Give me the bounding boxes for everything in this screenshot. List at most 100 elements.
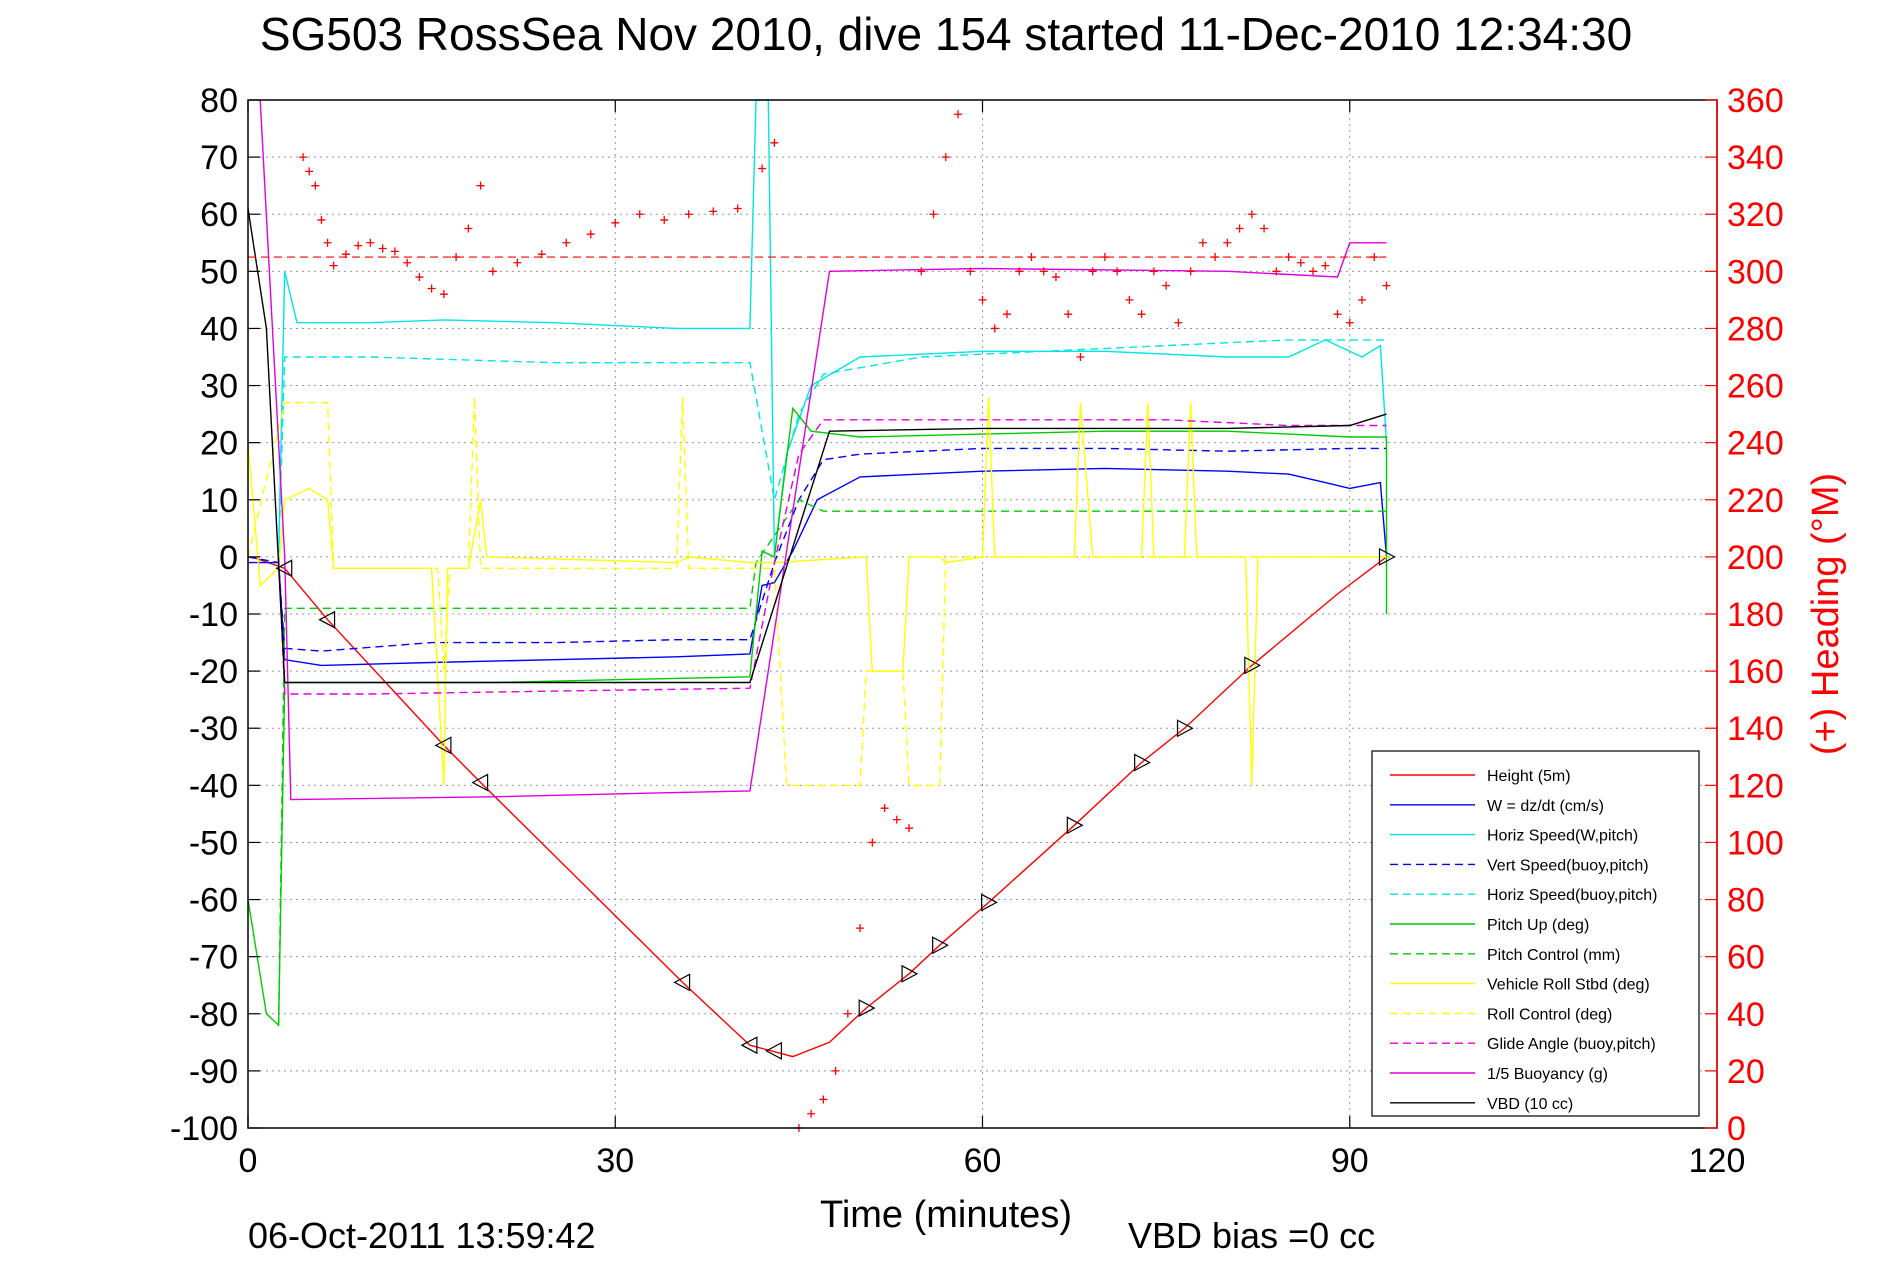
triangle-marker [1244, 656, 1262, 675]
heading-point [819, 1095, 828, 1104]
right-y-tick-label: 100 [1727, 824, 1784, 862]
y-tick-label: 50 [200, 253, 238, 291]
heading-point [427, 284, 436, 293]
heading-point [1333, 310, 1342, 319]
heading-point [513, 258, 522, 267]
series-vehicle-roll-stbd-deg [247, 396, 1387, 786]
heading-point [1296, 258, 1305, 267]
series-vert-speed-buoy-pitch [247, 447, 1387, 652]
heading-point [1247, 210, 1256, 219]
heading-point [733, 204, 742, 213]
heading-point [311, 181, 320, 190]
y-tick-label: -100 [170, 1110, 238, 1148]
heading-point [1174, 318, 1183, 327]
right-y-axis-ticks: 3603403203002802602402202001801601401201… [1705, 82, 1784, 1148]
heading-point [329, 261, 338, 270]
y-tick-label: -40 [189, 767, 238, 805]
heading-point [1309, 267, 1318, 276]
right-y-axis-label: (+) Heading (°M) [1805, 473, 1847, 755]
triangle-marker [858, 999, 876, 1018]
heading-point [660, 215, 669, 224]
heading-point [476, 181, 485, 190]
heading-point [1064, 310, 1073, 319]
series-vbd-10-cc [247, 208, 1387, 684]
heading-point [1125, 295, 1134, 304]
series-w-dz-dt-cm-s [248, 467, 1388, 667]
heading-point [1076, 353, 1085, 361]
legend-label: Horiz Speed(W,pitch) [1487, 828, 1638, 845]
heading-point [1088, 267, 1097, 276]
heading-point [1284, 253, 1293, 262]
right-y-tick-label: 260 [1727, 368, 1784, 406]
legend: Height (5m) W = dz/dt (cm/s) Horiz Speed(W… [1371, 750, 1700, 1117]
heading-point [831, 1066, 840, 1075]
x-axis-ticks: 0 30 60 90 120 [239, 100, 1746, 1180]
y-tick-label: -60 [189, 882, 238, 920]
triangle-marker [765, 1041, 782, 1060]
right-y-tick-label: 140 [1727, 710, 1784, 748]
heading-point [1211, 253, 1220, 262]
x-tick-label: 60 [964, 1142, 1002, 1180]
right-y-tick-label: 80 [1727, 882, 1765, 920]
heading-point [1051, 273, 1060, 282]
heading-point [917, 267, 926, 276]
legend-label: Horiz Speed(buoy,pitch) [1487, 887, 1657, 904]
y-axis-ticks: 80 70 60 50 40 30 20 10 0 -10 -20 -30 -40 -50 -60 -70 -8… [170, 82, 260, 1148]
right-y-tick-label: 240 [1727, 425, 1784, 463]
right-y-tick-label: 300 [1727, 253, 1784, 291]
heading-point [1027, 253, 1036, 262]
right-y-tick-label: 280 [1727, 310, 1784, 348]
heading-point [1198, 238, 1207, 247]
heading-point [966, 267, 975, 276]
series-glide-angle-buoy-pitch [277, 419, 1387, 695]
legend-label: Roll Control (deg) [1487, 1006, 1612, 1023]
triangle-marker [1134, 753, 1151, 772]
heading-point [1113, 267, 1122, 276]
triangle-marker [318, 610, 336, 629]
triangle-marker [740, 1036, 758, 1055]
heading-point [299, 153, 308, 162]
heading-point [452, 253, 461, 262]
right-y-tick-label: 20 [1727, 1053, 1765, 1091]
heading-point [856, 924, 865, 933]
heading-point [929, 210, 938, 219]
heading-point [941, 153, 950, 162]
heading-point [317, 215, 326, 224]
legend-label: Height (5m) [1487, 768, 1571, 785]
triangle-marker [673, 973, 691, 992]
y-tick-label: -10 [189, 596, 238, 634]
heading-point [1039, 267, 1048, 276]
right-y-tick-label: 320 [1727, 196, 1784, 234]
series-roll-control-deg [247, 396, 1387, 786]
right-y-tick-label: 0 [1727, 1110, 1746, 1148]
heading-point [537, 250, 546, 259]
triangle-marker [471, 773, 489, 792]
triangle-marker [932, 936, 949, 955]
heading-point [880, 804, 889, 813]
heading-point [1260, 224, 1269, 233]
y-tick-label: 80 [200, 82, 238, 120]
heading-point [323, 238, 332, 247]
heading-point [990, 324, 999, 333]
data-series [247, 99, 1388, 1058]
heading-point [562, 238, 571, 247]
y-tick-label: -90 [189, 1053, 238, 1091]
y-tick-label: -50 [189, 824, 238, 862]
right-y-tick-label: 60 [1727, 939, 1765, 977]
heading-point [464, 224, 473, 233]
y-tick-label: 60 [200, 196, 238, 234]
right-y-tick-label: 160 [1727, 653, 1784, 691]
legend-label: Pitch Up (deg) [1487, 917, 1589, 934]
triangle-marker [1176, 719, 1194, 738]
right-y-tick-label: 340 [1727, 139, 1784, 177]
y-tick-label: 70 [200, 139, 238, 177]
heading-point [1370, 253, 1379, 262]
heading-point [684, 210, 693, 219]
x-tick-label: 120 [1689, 1142, 1746, 1180]
y-tick-label: 10 [200, 482, 238, 520]
y-tick-label: -80 [189, 996, 238, 1034]
legend-label: W = dz/dt (cm/s) [1487, 798, 1604, 815]
x-tick-label: 90 [1331, 1142, 1369, 1180]
heading-markers [248, 110, 1391, 1132]
legend-label: VBD (10 cc) [1487, 1096, 1573, 1113]
